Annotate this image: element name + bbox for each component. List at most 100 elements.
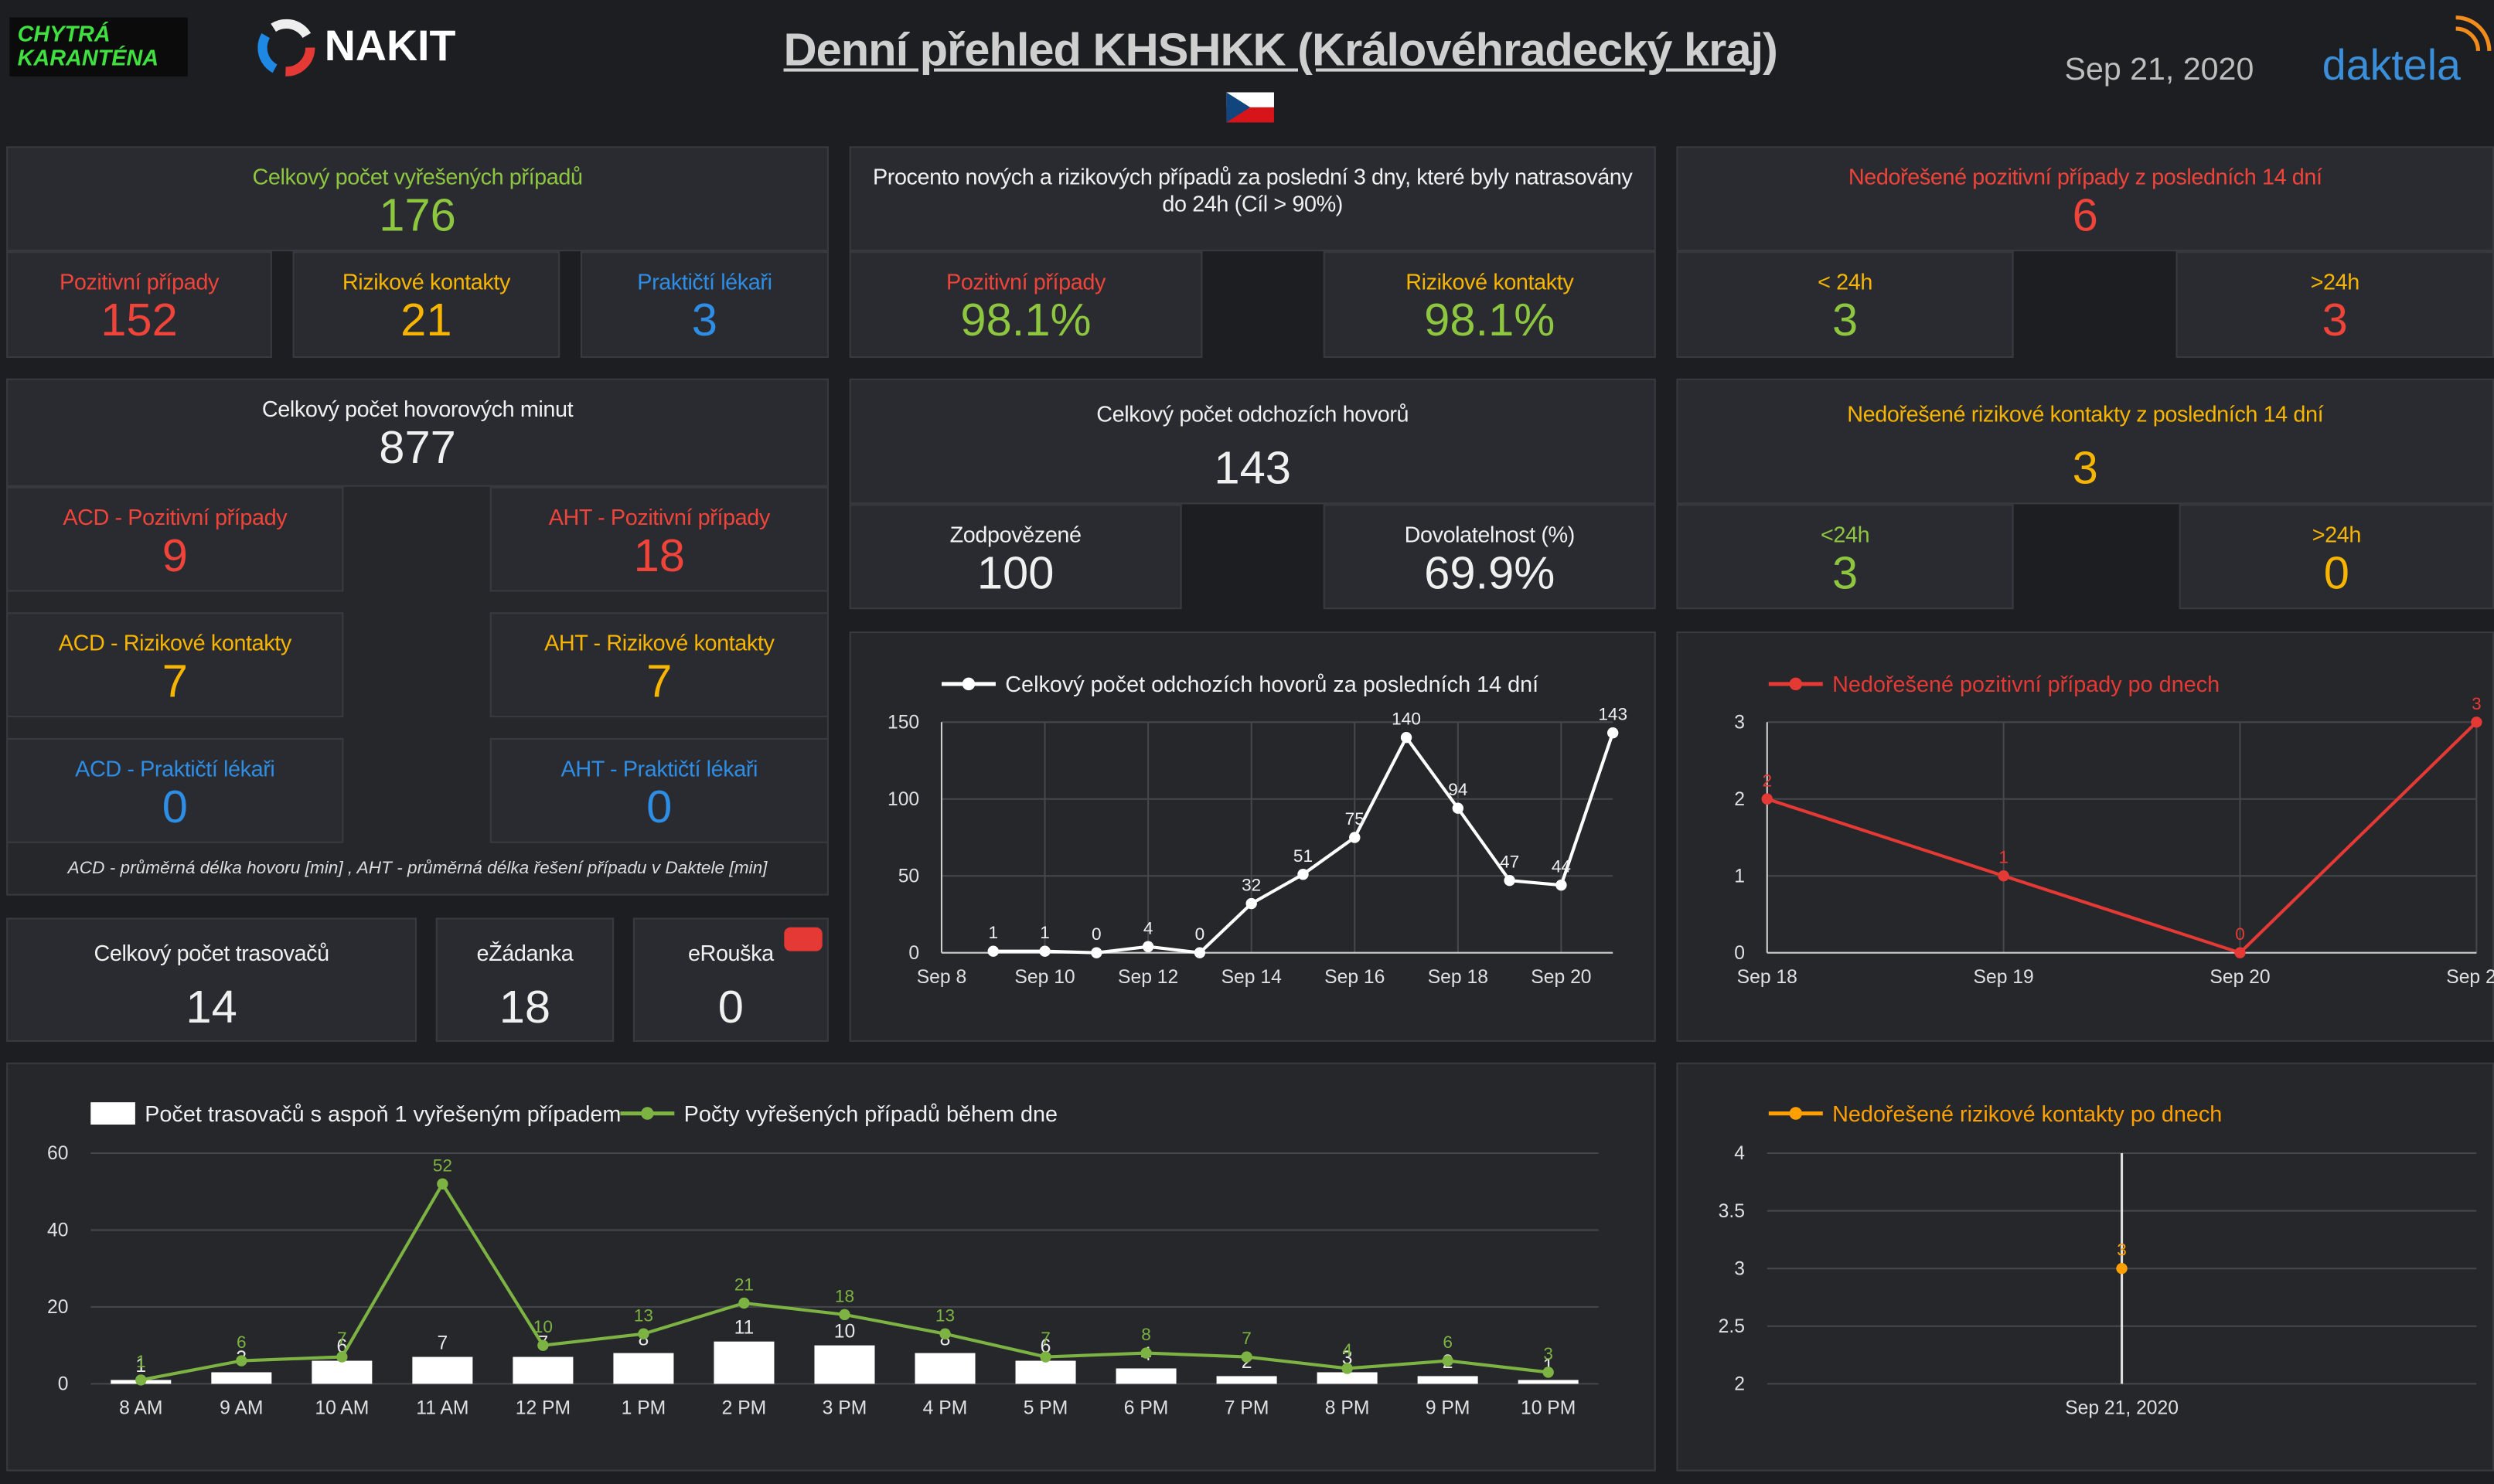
point <box>1504 874 1515 887</box>
data-label: 47 <box>1500 853 1519 872</box>
kpi-tile: Pozitivní případy 152 <box>6 251 272 359</box>
data-label: 3 <box>2117 1241 2127 1260</box>
point <box>638 1328 649 1339</box>
kpi-label: Celkový počet hovorových minut <box>261 396 574 422</box>
data-label: 4 <box>1143 918 1153 938</box>
kpi-tile: AHT - Pozitivní případy 18 <box>489 486 829 592</box>
point <box>1400 731 1412 744</box>
bar <box>1317 1372 1378 1384</box>
data-label: 11 <box>734 1317 755 1338</box>
kpi-value: 14 <box>186 982 237 1034</box>
kpi-tile: AHT - Praktičtí lékaři 0 <box>489 737 829 843</box>
data-label: 7 <box>337 1329 347 1348</box>
kpi-tile: <24h 3 <box>1676 504 2014 610</box>
kpi-label: >24h <box>2310 268 2360 294</box>
kpi-tile: ACD - Praktičtí lékaři 0 <box>6 737 344 843</box>
x-tick-label: Sep 8 <box>917 967 967 988</box>
data-label: 94 <box>1448 780 1467 799</box>
data-label: 7 <box>1242 1329 1252 1348</box>
kpi-tile: < 24h 3 <box>1676 251 2014 359</box>
y-tick-label: 2.5 <box>1719 1316 1745 1337</box>
data-label: 75 <box>1345 809 1365 829</box>
kpi-label: AHT - Rizikové kontakty <box>544 629 775 655</box>
y-tick-label: 40 <box>47 1220 68 1241</box>
kpi-tile: Rizikové kontakty 21 <box>292 251 560 359</box>
data-label: 21 <box>734 1275 754 1294</box>
point <box>1039 945 1051 957</box>
line <box>1767 720 2478 955</box>
kpi-label: Nedořešené pozitivní případy z posledníc… <box>1848 163 2322 189</box>
legend-swatch <box>1789 677 1803 691</box>
data-label: 13 <box>634 1305 653 1325</box>
x-tick-label: Sep 18 <box>1737 967 1797 988</box>
x-tick-label: 7 PM <box>1225 1397 1269 1418</box>
panel <box>849 631 1656 1042</box>
date: Sep 21, 2020 <box>2064 52 2254 88</box>
kpi-label: Celkový počet trasovačů <box>94 940 329 966</box>
bar <box>714 1341 775 1384</box>
flag <box>1226 92 1274 123</box>
kpi-label: ACD - Rizikové kontakty <box>58 629 291 655</box>
point <box>2471 716 2482 728</box>
kpi-value: 143 <box>1214 444 1291 495</box>
nakit-icon <box>257 19 315 77</box>
data-label: 1 <box>135 1356 146 1377</box>
x-tick-label: Sep 20 <box>2210 967 2270 988</box>
x-tick-label: 10 AM <box>315 1397 369 1418</box>
point <box>1297 869 1309 880</box>
kpi-value: 877 <box>379 423 456 475</box>
legend-label: Počet trasovačů s aspoň 1 vyřešeným příp… <box>145 1102 621 1127</box>
kpi-label: Praktičtí lékaři <box>637 268 772 294</box>
x-tick-label: Sep 14 <box>1221 967 1282 988</box>
kpi-value: 98.1% <box>960 295 1092 347</box>
y-tick-label: 3.5 <box>1719 1201 1745 1222</box>
point <box>1349 832 1361 843</box>
kpi-label: Pozitivní případy <box>60 268 219 294</box>
kpi-tile: Nedořešené pozitivní případy z posledníc… <box>1676 146 2494 252</box>
x-tick-label: Sep 12 <box>1118 967 1178 988</box>
kpi-tile: >24h 3 <box>2175 251 2494 359</box>
kpi-tile: Praktičtí lékaři 3 <box>580 251 829 359</box>
data-label: 2 <box>1762 771 1772 790</box>
data-label: 44 <box>1552 857 1571 876</box>
kpi-value: 6 <box>2072 190 2098 242</box>
data-label: 1 <box>1998 848 2008 867</box>
kpi-label: Rizikové kontakty <box>342 268 511 294</box>
kpi-value: 98.1% <box>1424 295 1555 347</box>
data-label: 52 <box>433 1156 452 1175</box>
kpi-value: 21 <box>400 295 452 347</box>
kpi-label: Dovolatelnost (%) <box>1404 521 1576 547</box>
point <box>839 1309 850 1321</box>
kpi-label: < 24h <box>1818 268 1873 294</box>
x-tick-label: 2 PM <box>722 1397 767 1418</box>
bar <box>211 1372 272 1384</box>
y-tick-label: 100 <box>888 789 919 810</box>
kpi-tile: Celkový počet trasovačů 14 <box>6 917 417 1042</box>
data-label: 0 <box>2235 924 2245 944</box>
point <box>336 1351 348 1363</box>
x-tick-label: 4 PM <box>923 1397 968 1418</box>
x-tick-label: 3 PM <box>823 1397 867 1418</box>
x-tick-label: Sep 16 <box>1324 967 1385 988</box>
y-tick-label: 20 <box>47 1297 68 1318</box>
bar <box>1417 1376 1478 1384</box>
kpi-label: Nedořešené rizikové kontakty z posledníc… <box>1847 400 2324 427</box>
legend-label: Celkový počet odchozích hovorů za posled… <box>1005 672 1538 697</box>
y-tick-label: 3 <box>1734 1258 1745 1279</box>
legend-label: Nedořešené rizikové kontakty po dnech <box>1832 1102 2222 1127</box>
footnote-box: ACD - průměrná délka hovoru [min] , AHT … <box>6 843 829 896</box>
footnote: ACD - průměrná délka hovoru [min] , AHT … <box>67 859 768 878</box>
kpi-label: AHT - Praktičtí lékaři <box>560 755 758 781</box>
data-label: 18 <box>835 1286 854 1305</box>
kpi-label: Pozitivní případy <box>946 268 1106 294</box>
y-tick-label: 0 <box>908 943 919 964</box>
kpi-tile: ACD - Rizikové kontakty 7 <box>6 612 344 718</box>
x-tick-label: Sep 18 <box>1428 967 1488 988</box>
kpi-label: ACD - Pozitivní případy <box>63 504 288 530</box>
bar <box>1518 1380 1579 1384</box>
bar <box>915 1353 976 1384</box>
kpi-tile: ACD - Pozitivní případy 9 <box>6 486 344 592</box>
kpi-label: Procento nových a rizikových případů za … <box>872 163 1633 216</box>
data-label: 1 <box>1040 923 1050 942</box>
